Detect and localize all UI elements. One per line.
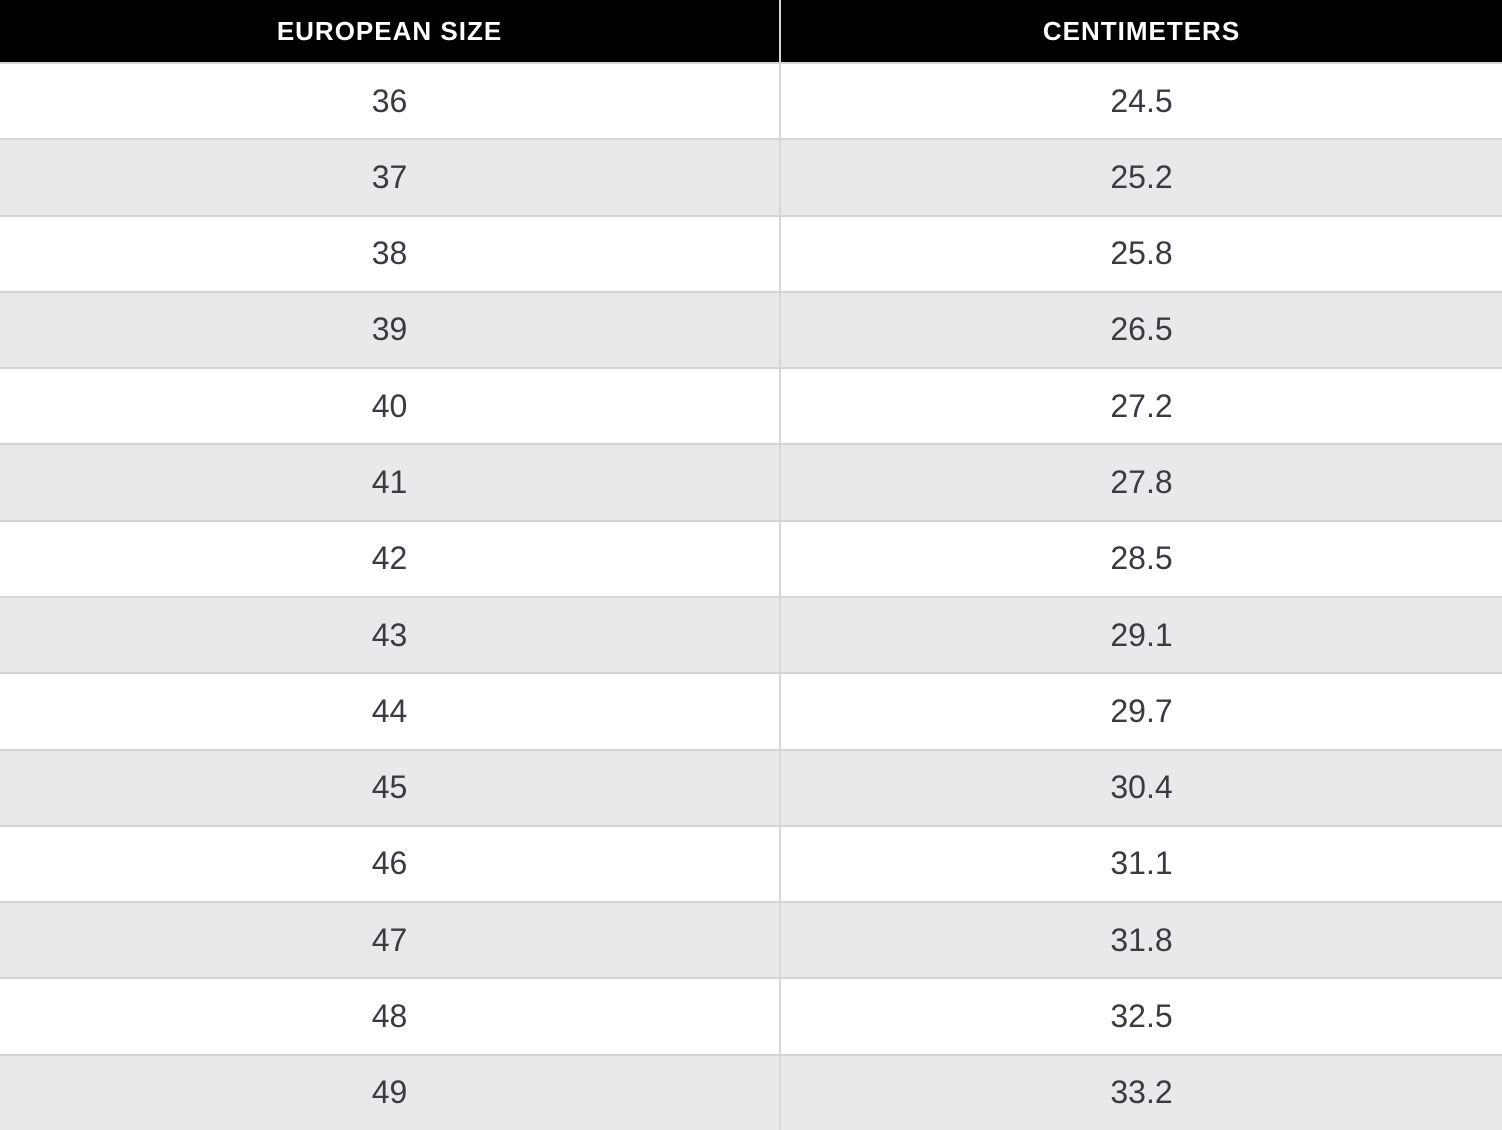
size-cell: 48 xyxy=(0,979,781,1054)
column-header-european-size: EUROPEAN SIZE xyxy=(0,0,781,62)
cm-cell: 29.1 xyxy=(1110,616,1173,653)
size-cell: 43 xyxy=(0,597,781,673)
table-row: 36 24.5 xyxy=(0,62,1502,139)
column-header-centimeters: CENTIMETERS xyxy=(1042,15,1241,46)
size-cell: 42 xyxy=(0,521,781,596)
size-cell: 44 xyxy=(0,674,781,749)
size-cell: 36 xyxy=(0,64,781,139)
cm-cell: 32.5 xyxy=(1110,998,1173,1035)
table-row: 42 28.5 xyxy=(0,519,1502,596)
table-row: 44 29.7 xyxy=(0,672,1502,749)
table-row: 38 25.8 xyxy=(0,214,1502,291)
cm-cell: 29.7 xyxy=(1110,692,1173,729)
cm-cell: 28.5 xyxy=(1110,540,1173,577)
cm-cell: 24.5 xyxy=(1110,82,1173,119)
table-header-row: EUROPEAN SIZE CENTIMETERS xyxy=(0,0,1502,62)
cm-cell: 31.8 xyxy=(1110,921,1173,958)
table-row: 45 30.4 xyxy=(0,748,1502,825)
cm-cell: 33.2 xyxy=(1110,1074,1173,1111)
size-cell: 38 xyxy=(0,216,781,291)
table-row: 46 31.1 xyxy=(0,824,1502,902)
table-row: 37 25.2 xyxy=(0,138,1502,215)
cm-cell: 27.8 xyxy=(1110,464,1173,501)
table-row: 39 26.5 xyxy=(0,290,1502,368)
size-cell: 46 xyxy=(0,826,781,902)
table-row: 48 32.5 xyxy=(0,977,1502,1054)
size-cell: 41 xyxy=(0,445,781,520)
size-cell: 37 xyxy=(0,140,781,215)
table-row: 41 27.8 xyxy=(0,443,1502,520)
cm-cell: 30.4 xyxy=(1110,769,1173,806)
size-cell: 40 xyxy=(0,369,781,444)
table-row: 49 33.2 xyxy=(0,1053,1502,1130)
size-cell: 49 xyxy=(0,1055,781,1130)
table-row: 47 31.8 xyxy=(0,901,1502,978)
cm-cell: 25.2 xyxy=(1110,158,1173,195)
cm-cell: 31.1 xyxy=(1110,845,1173,882)
table-body: 36 24.5 37 25.2 38 25.8 39 26.5 40 27.2 41 27.8 42 28… xyxy=(0,62,1502,1130)
size-cell: 39 xyxy=(0,292,781,368)
table-row: 40 27.2 xyxy=(0,367,1502,444)
size-cell: 45 xyxy=(0,750,781,825)
cm-cell: 27.2 xyxy=(1110,387,1173,424)
table-row: 43 29.1 xyxy=(0,595,1502,673)
size-cell: 47 xyxy=(0,903,781,978)
cm-cell: 26.5 xyxy=(1110,311,1173,348)
cm-cell: 25.8 xyxy=(1110,235,1173,272)
